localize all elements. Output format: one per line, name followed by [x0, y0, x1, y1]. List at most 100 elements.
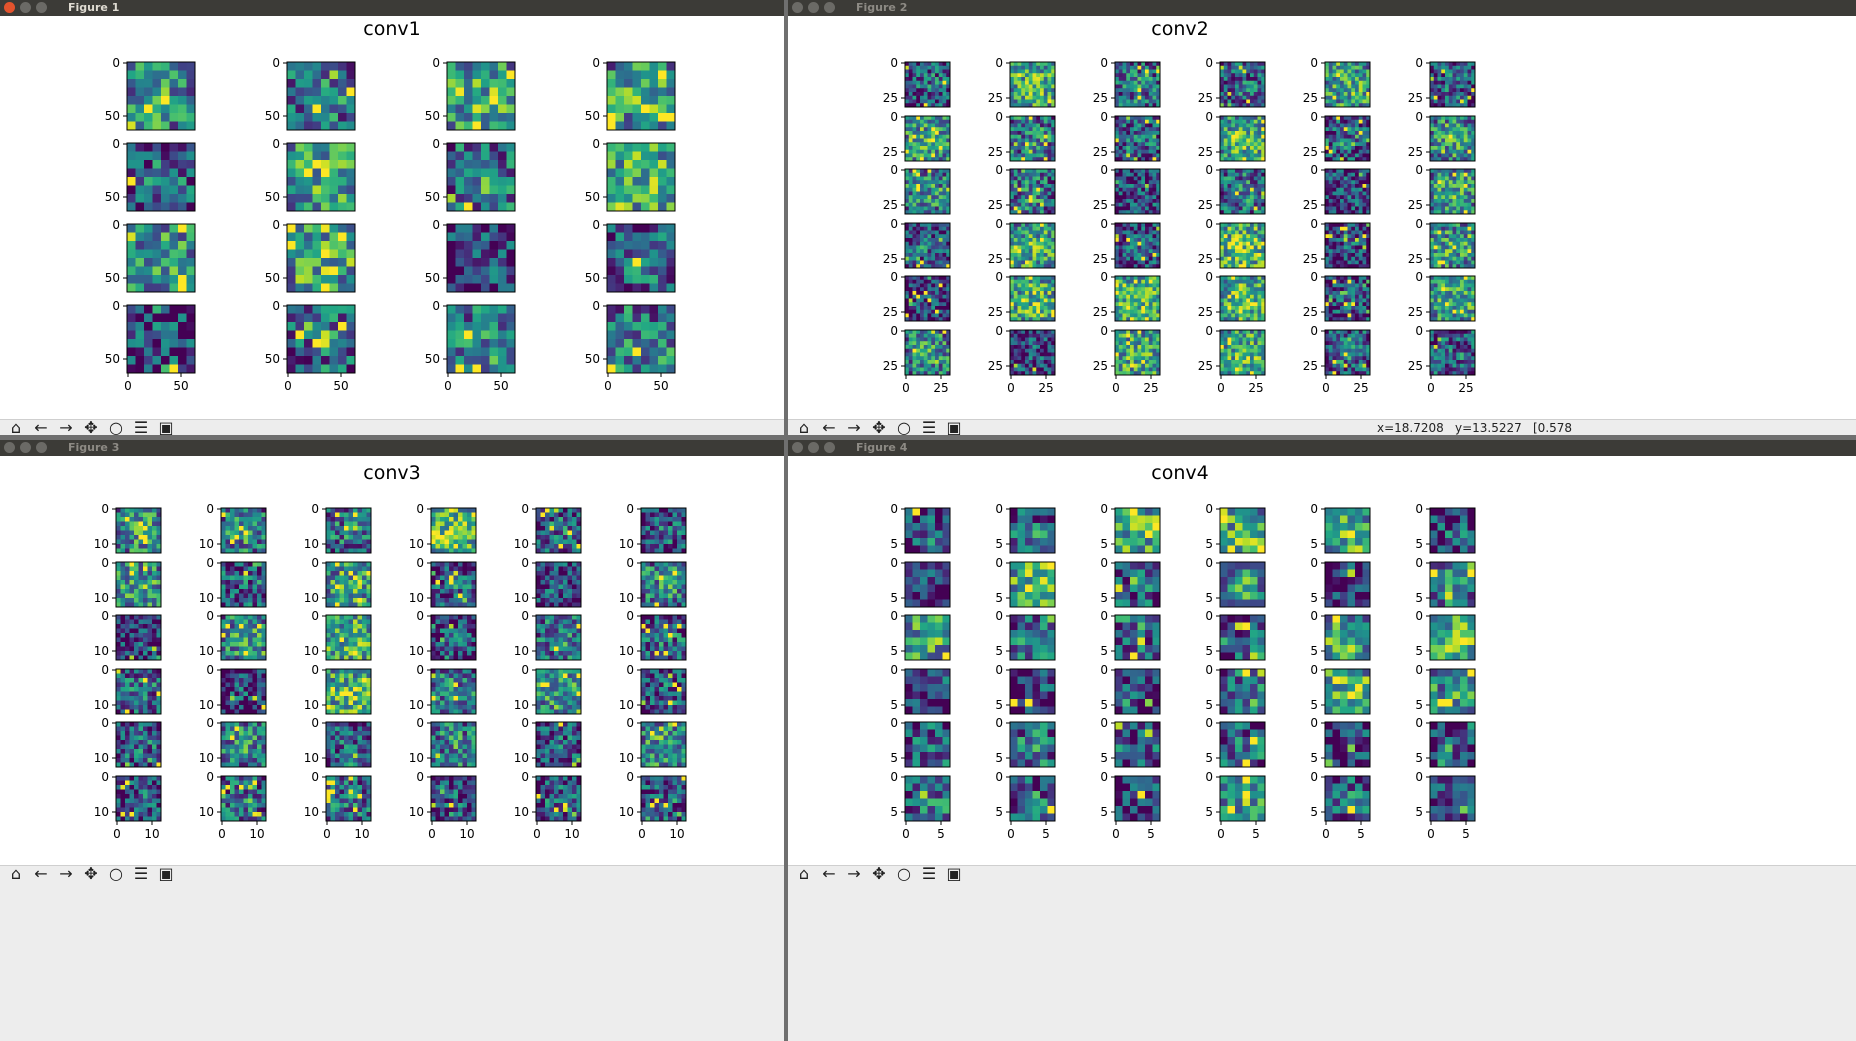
close-icon[interactable] [792, 2, 803, 13]
feature-map-cell [1141, 169, 1146, 174]
figure-canvas[interactable]: conv2 0 25 0 25 0 25 0 25 0 25 0 25 0 25 0 25 0 25 0 25 0 25 0… [788, 16, 1856, 419]
feature-map-cell [1340, 157, 1345, 162]
feature-map-cell [942, 195, 947, 200]
feature-map-cell [481, 185, 490, 195]
feature-map-cell [1156, 238, 1161, 243]
feature-map-cell [1156, 210, 1161, 215]
axes-frame [446, 142, 516, 212]
feature-map-cell [1355, 142, 1360, 147]
back-arrow-icon[interactable]: ← [34, 418, 48, 435]
feature-map-cell [1043, 199, 1048, 204]
feature-map-cell [1040, 279, 1045, 284]
feature-map-cell [287, 96, 296, 105]
feature-map-cell [938, 119, 943, 124]
feature-map-cell [1242, 142, 1247, 147]
feature-map-cell [1130, 127, 1135, 132]
feature-map-cell [905, 73, 910, 78]
feature-map-cell [1336, 149, 1341, 154]
feature-map-cell [1051, 172, 1056, 177]
feature-map-cell [455, 62, 465, 71]
feature-map-cell [946, 298, 951, 303]
feature-map-cell [1253, 253, 1258, 258]
feature-map-cell [923, 260, 928, 265]
feature-map-cell [923, 153, 928, 158]
y-tick-label: 0 [1310, 110, 1318, 124]
y-tick-label: 50 [425, 352, 440, 366]
zoom-icon[interactable]: ○ [109, 418, 123, 435]
feature-map-cell [1126, 253, 1131, 258]
feature-map-cell [1231, 84, 1236, 89]
feature-map-cell [908, 206, 913, 211]
feature-map-cell [1036, 184, 1041, 189]
feature-map-cell [506, 322, 516, 331]
feature-map-cell [464, 339, 473, 348]
feature-map-cell [312, 79, 322, 88]
feature-map-cell [1040, 103, 1045, 108]
close-icon[interactable] [4, 2, 15, 13]
navigation-toolbar: ⌂ ← → ✥ ○ ☰ ▣ [0, 418, 784, 435]
feature-map-cell [916, 146, 921, 151]
feature-map-cell [1148, 99, 1153, 104]
configure-subplots-icon[interactable]: ☰ [133, 418, 149, 435]
feature-map-cell [912, 65, 917, 70]
feature-map-cell [1238, 103, 1243, 108]
feature-map-cell [1133, 245, 1138, 250]
feature-map-cell [1347, 73, 1352, 78]
save-icon[interactable]: ▣ [158, 418, 174, 435]
feature-map-cell [1118, 88, 1123, 93]
feature-map-cell [1250, 99, 1255, 104]
home-icon[interactable]: ⌂ [10, 418, 22, 435]
maximize-icon[interactable] [36, 2, 47, 13]
feature-map-cell [1145, 62, 1150, 67]
feature-map-cell [927, 184, 932, 189]
minimize-icon[interactable] [20, 2, 31, 13]
feature-map-cell [312, 177, 322, 186]
feature-map-cell [923, 264, 928, 269]
feature-map-cell [1448, 234, 1453, 239]
feature-map-cell [1467, 153, 1472, 158]
feature-map-cell [1133, 62, 1138, 67]
feature-map-cell [935, 238, 940, 243]
feature-map-cell [1343, 116, 1348, 121]
feature-map-cell [295, 249, 305, 259]
feature-map-cell [1115, 80, 1120, 85]
feature-map-cell [1332, 210, 1337, 215]
feature-map-cell [1122, 92, 1127, 97]
feature-map-cell [916, 249, 921, 254]
feature-map-cell [1332, 199, 1337, 204]
feature-map-cell [942, 199, 947, 204]
feature-map-cell [1460, 226, 1465, 231]
minimize-icon[interactable] [808, 2, 819, 13]
feature-map-cell [346, 364, 356, 374]
axes-frame [606, 142, 676, 212]
feature-map-cell [912, 241, 917, 246]
pan-icon[interactable]: ✥ [84, 418, 98, 435]
feature-map-cell [1017, 241, 1022, 246]
feature-map-cell [1145, 149, 1150, 154]
feature-map-cell [1223, 223, 1228, 228]
feature-map-cell [1220, 99, 1225, 104]
feature-map-cell [942, 210, 947, 215]
feature-map-cell [908, 65, 913, 70]
feature-map-cell [632, 160, 642, 169]
feature-map-cell [1340, 131, 1345, 136]
feature-map-cell [1343, 138, 1348, 143]
maximize-icon[interactable] [824, 2, 835, 13]
feature-map-cell [489, 151, 499, 161]
feature-map-cell [481, 151, 490, 161]
feature-map-cell [1456, 176, 1461, 181]
feature-map-cell [144, 330, 153, 340]
feature-map-cell [1043, 238, 1048, 243]
feature-map-cell [1452, 226, 1457, 231]
feature-map-cell [1223, 238, 1228, 243]
feature-map-cell [942, 191, 947, 196]
feature-map-cell [1025, 230, 1030, 235]
feature-map-cell [1130, 253, 1135, 258]
feature-map-cell [455, 249, 465, 259]
feature-map-cell [304, 275, 313, 284]
feature-map-cell [1137, 69, 1142, 74]
feature-map-cell [312, 151, 322, 161]
figure-canvas[interactable]: conv1 0 50 0 50 0 50 0 50 0 50 0 50 0 50 0 50 0 50 0 50 0 50 0… [0, 16, 784, 419]
feature-map-cell [1010, 291, 1015, 296]
forward-arrow-icon[interactable]: → [59, 418, 73, 435]
